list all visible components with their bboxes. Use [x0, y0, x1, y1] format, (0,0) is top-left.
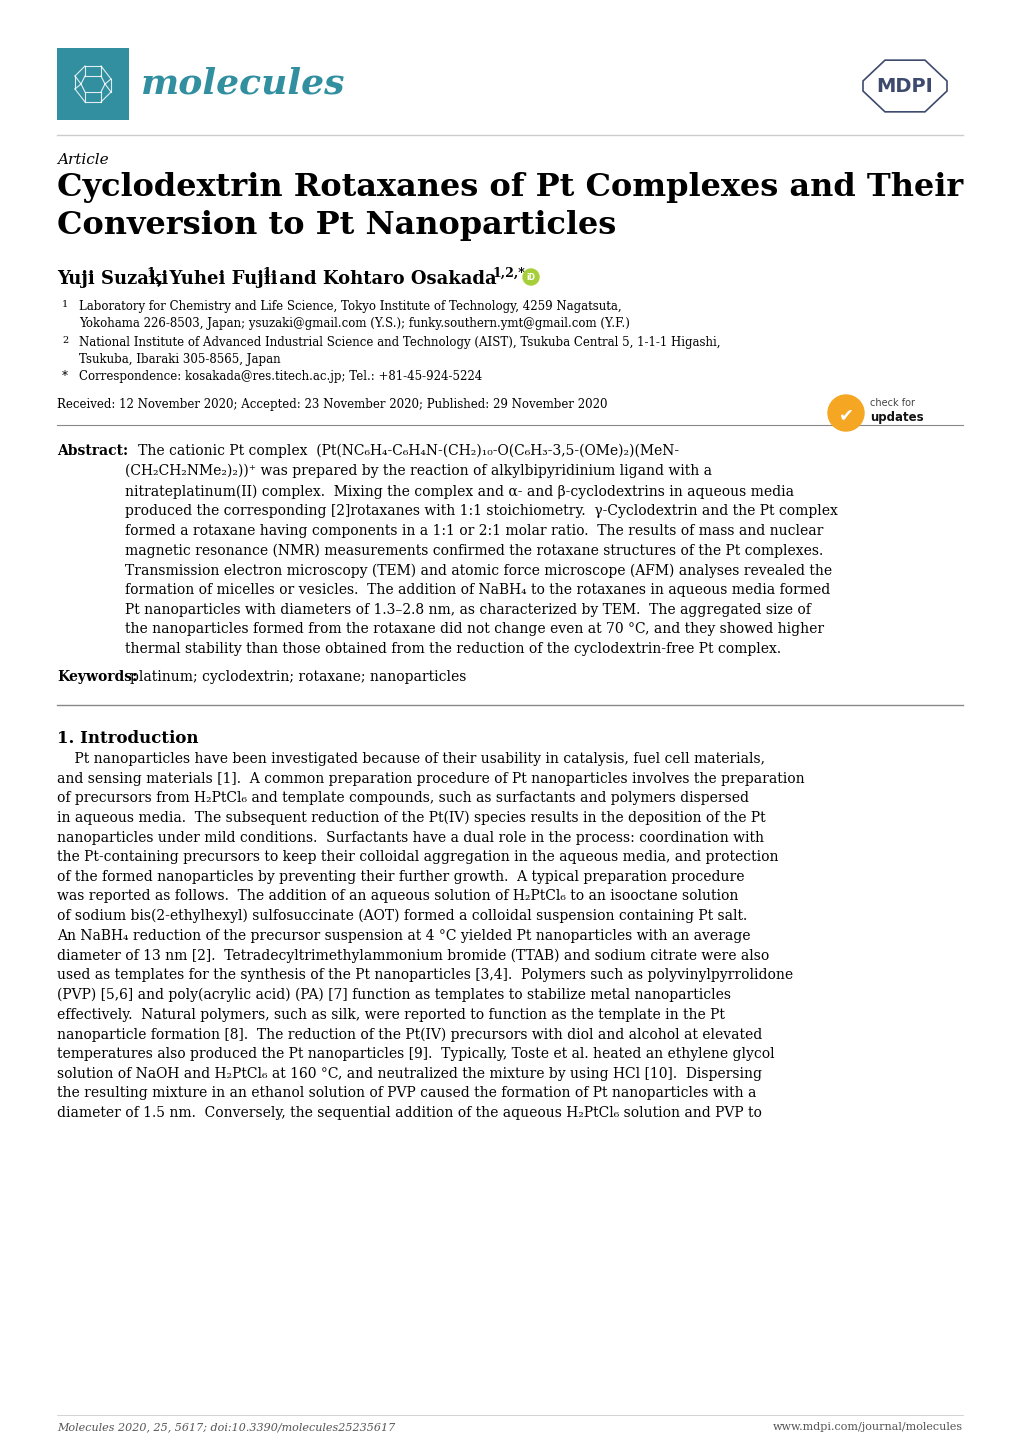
Text: Article: Article: [57, 153, 108, 167]
Text: check for: check for: [869, 398, 914, 408]
Text: 2: 2: [62, 336, 68, 345]
Text: *: *: [62, 371, 68, 384]
Text: Laboratory for Chemistry and Life Science, Tokyo Institute of Technology, 4259 N: Laboratory for Chemistry and Life Scienc…: [78, 300, 621, 313]
Text: Yuji Suzaki: Yuji Suzaki: [57, 270, 174, 288]
Text: www.mdpi.com/journal/molecules: www.mdpi.com/journal/molecules: [772, 1422, 962, 1432]
Text: Cyclodextrin Rotaxanes of Pt Complexes and Their: Cyclodextrin Rotaxanes of Pt Complexes a…: [57, 172, 962, 203]
Text: Molecules 2020, 25, 5617; doi:10.3390/molecules25235617: Molecules 2020, 25, 5617; doi:10.3390/mo…: [57, 1422, 395, 1432]
Text: ✔: ✔: [838, 407, 853, 424]
Text: and Kohtaro Osakada: and Kohtaro Osakada: [273, 270, 502, 288]
Text: The cationic Pt complex  (Pt(NC₆H₄-C₆H₄N-(CH₂)₁₀-O(C₆H₃-3,5-(OMe)₂)(MeN-
(CH₂CH₂: The cationic Pt complex (Pt(NC₆H₄-C₆H₄N-…: [125, 444, 837, 656]
Text: Keywords:: Keywords:: [57, 671, 138, 684]
Bar: [57, 48, 128, 120]
Text: iD: iD: [526, 273, 535, 281]
Text: , Yuhei Fujii: , Yuhei Fujii: [157, 270, 283, 288]
Text: molecules: molecules: [141, 66, 345, 101]
Circle shape: [523, 270, 538, 286]
Text: updates: updates: [869, 411, 923, 424]
Text: 1: 1: [147, 267, 156, 280]
Text: Pt nanoparticles have been investigated because of their usability in catalysis,: Pt nanoparticles have been investigated …: [57, 751, 804, 1120]
Circle shape: [827, 395, 863, 431]
Text: Tsukuba, Ibaraki 305-8565, Japan: Tsukuba, Ibaraki 305-8565, Japan: [78, 353, 280, 366]
Text: Correspondence: kosakada@res.titech.ac.jp; Tel.: +81-45-924-5224: Correspondence: kosakada@res.titech.ac.j…: [78, 371, 482, 384]
Text: Yokohama 226-8503, Japan; ysuzaki@gmail.com (Y.S.); funky.southern.ymt@gmail.com: Yokohama 226-8503, Japan; ysuzaki@gmail.…: [78, 317, 630, 330]
Text: 1,2,*: 1,2,*: [492, 267, 525, 280]
Text: platinum; cyclodextrin; rotaxane; nanoparticles: platinum; cyclodextrin; rotaxane; nanopa…: [129, 671, 466, 684]
Text: Conversion to Pt Nanoparticles: Conversion to Pt Nanoparticles: [57, 211, 615, 241]
Text: 1. Introduction: 1. Introduction: [57, 730, 199, 747]
Text: National Institute of Advanced Industrial Science and Technology (AIST), Tsukuba: National Institute of Advanced Industria…: [78, 336, 719, 349]
Text: MDPI: MDPI: [875, 76, 932, 95]
Text: 1: 1: [62, 300, 68, 309]
Text: 1: 1: [263, 267, 271, 280]
Text: Abstract:: Abstract:: [57, 444, 128, 459]
Text: Received: 12 November 2020; Accepted: 23 November 2020; Published: 29 November 2: Received: 12 November 2020; Accepted: 23…: [57, 398, 607, 411]
